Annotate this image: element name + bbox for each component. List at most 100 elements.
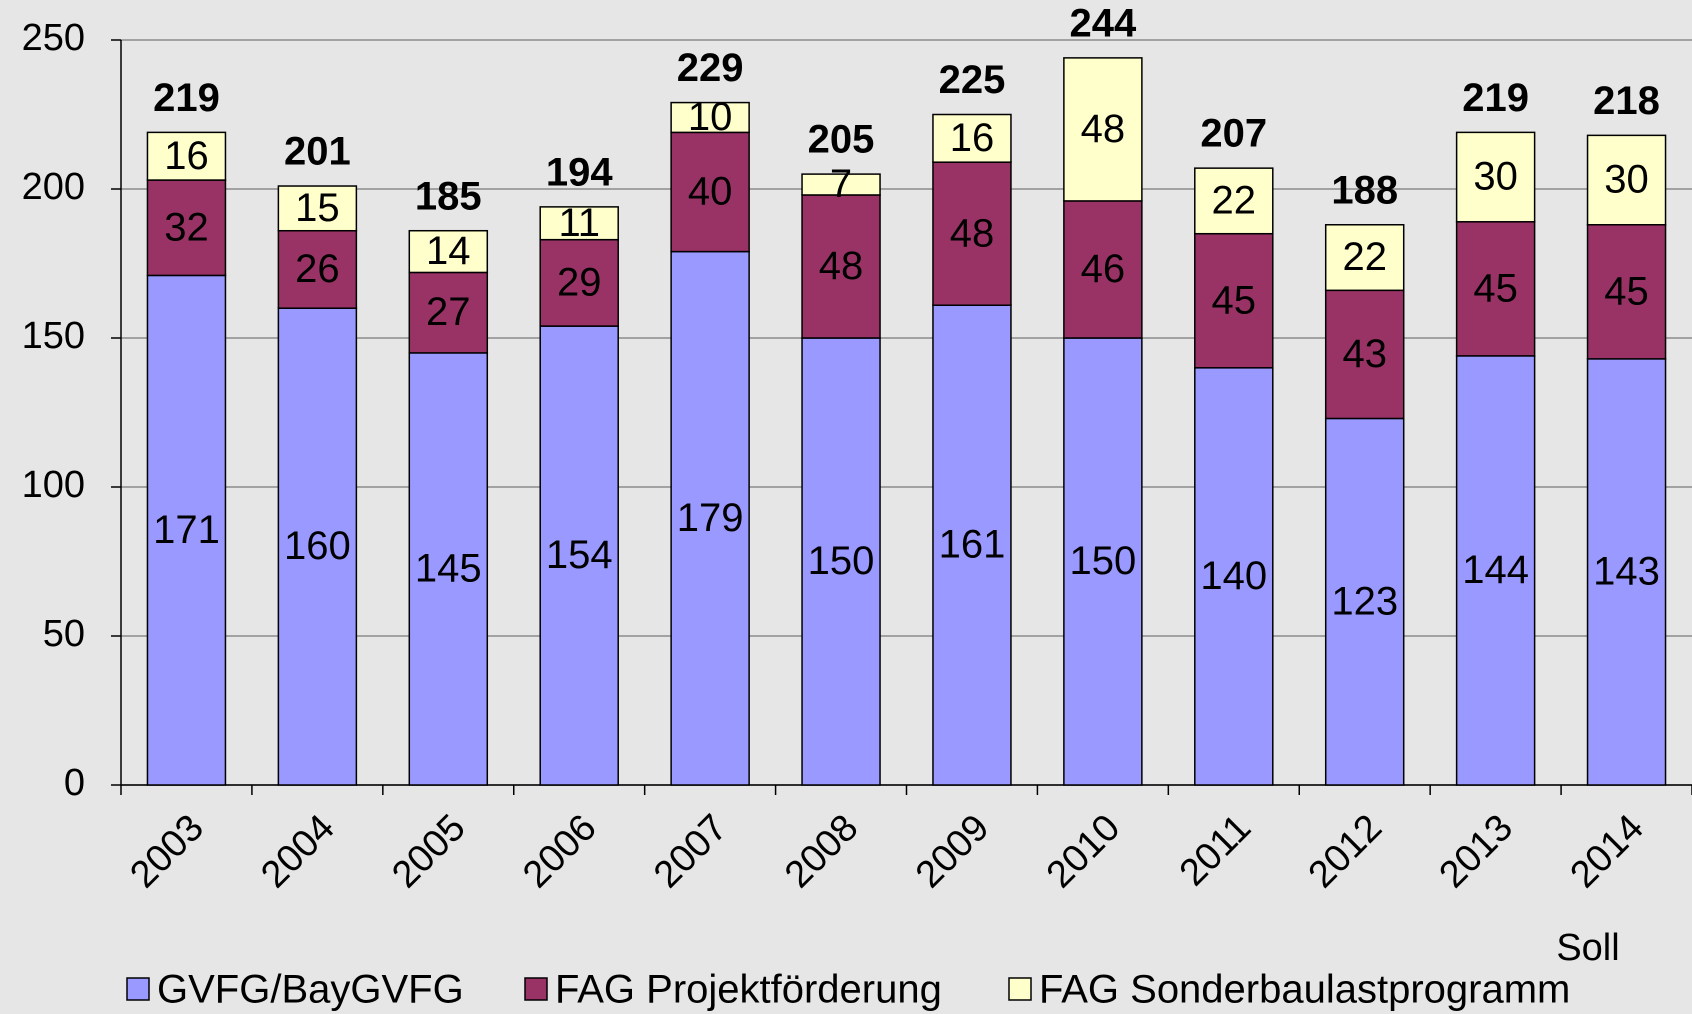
bar-segment: [932, 113, 1012, 163]
total-label: 185: [415, 174, 482, 218]
total-label: 194: [546, 150, 613, 194]
value-label: 144: [1462, 548, 1529, 592]
y-tick-label: 50: [43, 613, 85, 655]
value-label: 30: [1473, 155, 1518, 199]
total-label: 244: [1070, 1, 1137, 45]
value-label: 43: [1342, 332, 1387, 376]
value-label: 161: [939, 523, 1006, 567]
value-label: 48: [950, 211, 995, 255]
legend-swatch: [126, 977, 150, 1001]
value-label: 45: [1473, 266, 1518, 310]
value-label: 11: [558, 201, 600, 245]
bar-segment: [1063, 57, 1143, 202]
x-tick-label: 2003: [122, 807, 211, 896]
value-label: 179: [677, 496, 744, 540]
bar-segment: [408, 352, 489, 786]
value-label: 123: [1331, 579, 1398, 623]
bar-segment: [1324, 289, 1405, 420]
value-label: 46: [1081, 247, 1126, 291]
value-label: 16: [950, 116, 995, 160]
total-label: 219: [153, 76, 220, 120]
value-label: 45: [1604, 269, 1649, 313]
bar-segment: [932, 304, 1012, 786]
bar-segment: [1455, 221, 1536, 357]
bar-segment: [1586, 134, 1667, 226]
bar-segment: [670, 101, 750, 134]
total-label: 188: [1331, 168, 1398, 212]
bar-segment: [539, 206, 619, 241]
bar-segment: [1194, 167, 1274, 235]
y-tick-label: 250: [22, 17, 85, 59]
x-tick-label: 2004: [253, 807, 342, 896]
bar-segment: [801, 194, 881, 339]
value-label: 40: [688, 170, 733, 214]
y-tick-label: 200: [22, 166, 85, 208]
value-label: 7: [830, 162, 852, 206]
value-label: 22: [1342, 235, 1387, 279]
value-label: 10: [688, 95, 733, 139]
value-label: 150: [808, 539, 875, 583]
value-label: 154: [546, 533, 613, 577]
value-label: 150: [1070, 539, 1137, 583]
value-label: 140: [1200, 554, 1267, 598]
x-tick-label: 2007: [646, 807, 735, 896]
value-label: 26: [295, 247, 340, 291]
x-tick-label: 2008: [777, 807, 866, 896]
value-label: 45: [1212, 278, 1257, 322]
bar-segment: [1455, 131, 1536, 223]
bar-segment: [670, 250, 750, 786]
bar-segment: [539, 325, 619, 786]
bar-segment: [146, 179, 227, 277]
y-tick-label: 100: [22, 464, 85, 506]
value-label: 143: [1593, 549, 1660, 593]
annotation: Soll: [1556, 927, 1619, 969]
x-tick-label: 2006: [515, 807, 604, 896]
value-label: 30: [1604, 158, 1649, 202]
bar-segment: [146, 274, 227, 786]
bar-segment: [1324, 224, 1405, 292]
legend-label: FAG Projektförderung: [555, 968, 942, 1012]
bar-segment: [146, 131, 227, 181]
total-label: 219: [1462, 76, 1529, 120]
total-label: 207: [1200, 112, 1267, 156]
value-label: 160: [284, 524, 351, 568]
bar-segment: [539, 238, 619, 327]
total-label: 201: [284, 130, 351, 174]
x-tick-label: 2010: [1039, 807, 1128, 896]
x-tick-label: 2009: [908, 807, 997, 896]
total-label: 229: [677, 46, 744, 90]
value-label: 27: [426, 290, 471, 334]
value-label: 14: [426, 229, 471, 273]
value-label: 48: [1081, 107, 1126, 151]
value-label: 171: [153, 508, 220, 552]
total-label: 218: [1593, 79, 1660, 123]
value-label: 15: [295, 186, 340, 230]
bar-segment: [1586, 358, 1667, 786]
bar-segment: [277, 307, 358, 786]
bar-segment: [1324, 417, 1405, 786]
legend-label: FAG Sonderbaulastprogramm: [1039, 968, 1570, 1012]
y-tick-label: 0: [64, 762, 85, 804]
legend-swatch: [524, 977, 548, 1001]
y-tick-label: 150: [22, 315, 85, 357]
bar-segment: [1586, 224, 1667, 360]
value-label: 16: [164, 134, 209, 178]
x-tick-label: 2012: [1301, 807, 1390, 896]
x-tick-label: 2014: [1563, 807, 1652, 896]
legend-swatch: [1008, 977, 1032, 1001]
value-label: 32: [164, 205, 209, 249]
total-label: 225: [939, 58, 1006, 102]
x-tick-label: 2005: [384, 807, 473, 896]
x-tick-label: 2011: [1172, 807, 1259, 894]
value-label: 145: [415, 547, 482, 591]
x-tick-label: 2013: [1432, 807, 1521, 896]
bar-segment: [408, 229, 489, 274]
bar-segment: [277, 229, 358, 309]
bar-segment: [1063, 200, 1143, 339]
bar-segment: [1194, 232, 1274, 369]
total-label: 205: [808, 118, 875, 162]
bar-segment: [801, 173, 881, 196]
bar-segment: [277, 185, 358, 232]
legend-label: GVFG/BayGVFG: [157, 968, 464, 1012]
